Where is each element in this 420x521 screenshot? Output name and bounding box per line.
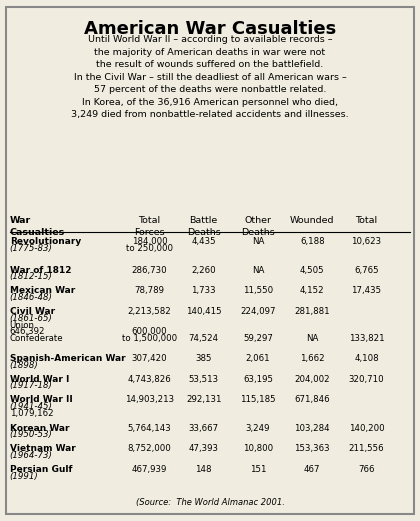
Text: 1,733: 1,733 — [192, 287, 216, 295]
Text: 224,097: 224,097 — [240, 307, 276, 316]
Text: (1898): (1898) — [10, 361, 39, 369]
Text: Civil War: Civil War — [10, 307, 55, 316]
Text: (1941-45): (1941-45) — [10, 402, 52, 411]
Text: Other
Deaths: Other Deaths — [241, 216, 275, 237]
FancyBboxPatch shape — [5, 7, 415, 514]
Text: Battle
Deaths: Battle Deaths — [187, 216, 220, 237]
Text: 115,185: 115,185 — [240, 395, 276, 404]
Text: 5,764,143: 5,764,143 — [128, 424, 171, 433]
Text: (1991): (1991) — [10, 472, 39, 481]
Text: 281,881: 281,881 — [294, 307, 330, 316]
Text: 17,435: 17,435 — [352, 287, 381, 295]
Text: 63,195: 63,195 — [243, 375, 273, 383]
Text: 10,623: 10,623 — [352, 237, 381, 246]
Text: World War II: World War II — [10, 395, 73, 404]
Text: 646,392: 646,392 — [10, 327, 45, 337]
Text: Total
Forces: Total Forces — [134, 216, 165, 237]
Text: NA: NA — [252, 237, 264, 246]
Text: Vietnam War: Vietnam War — [10, 444, 76, 453]
Text: 10,800: 10,800 — [243, 444, 273, 453]
Text: 4,743,826: 4,743,826 — [128, 375, 171, 383]
Text: Persian Gulf: Persian Gulf — [10, 465, 72, 474]
Text: 4,152: 4,152 — [300, 287, 325, 295]
Text: 184,000: 184,000 — [132, 237, 167, 246]
Text: 467: 467 — [304, 465, 320, 474]
Text: (1812-15): (1812-15) — [10, 272, 52, 281]
Text: NA: NA — [306, 334, 318, 343]
Text: Revolutionary: Revolutionary — [10, 237, 81, 246]
Text: (1846-48): (1846-48) — [10, 293, 52, 302]
Text: (1964-73): (1964-73) — [10, 451, 52, 460]
Text: 4,505: 4,505 — [300, 266, 325, 275]
Text: War
Casualties: War Casualties — [10, 216, 65, 237]
Text: 4,108: 4,108 — [354, 354, 379, 363]
Text: 286,730: 286,730 — [132, 266, 167, 275]
Text: (1917-18): (1917-18) — [10, 381, 52, 390]
Text: 59,297: 59,297 — [243, 334, 273, 343]
Text: 14,903,213: 14,903,213 — [125, 395, 174, 404]
Text: (1861-65): (1861-65) — [10, 314, 52, 323]
Text: Spanish-American War: Spanish-American War — [10, 354, 125, 363]
Text: 385: 385 — [195, 354, 212, 363]
Text: 151: 151 — [250, 465, 266, 474]
Text: 140,200: 140,200 — [349, 424, 384, 433]
Text: 47,393: 47,393 — [189, 444, 219, 453]
Text: Wounded: Wounded — [290, 216, 334, 226]
Text: 2,213,582: 2,213,582 — [128, 307, 171, 316]
Text: 307,420: 307,420 — [132, 354, 167, 363]
Text: War of 1812: War of 1812 — [10, 266, 71, 275]
Text: 103,284: 103,284 — [294, 424, 330, 433]
Text: (Source:  The World Almanac 2001.: (Source: The World Almanac 2001. — [136, 498, 284, 506]
Text: 204,002: 204,002 — [294, 375, 330, 383]
Text: 11,550: 11,550 — [243, 287, 273, 295]
Text: 4,435: 4,435 — [192, 237, 216, 246]
Text: Korean War: Korean War — [10, 424, 69, 433]
Text: NA: NA — [252, 266, 264, 275]
Text: 600,000: 600,000 — [132, 327, 167, 337]
Text: 8,752,000: 8,752,000 — [128, 444, 171, 453]
Text: 3,249: 3,249 — [246, 424, 270, 433]
Text: (1775-83): (1775-83) — [10, 244, 52, 253]
Text: 53,513: 53,513 — [189, 375, 219, 383]
Text: 211,556: 211,556 — [349, 444, 384, 453]
Text: to 250,000: to 250,000 — [126, 244, 173, 253]
Text: 766: 766 — [358, 465, 375, 474]
Text: 6,188: 6,188 — [300, 237, 325, 246]
Text: Union: Union — [10, 320, 35, 330]
Text: 320,710: 320,710 — [349, 375, 384, 383]
Text: 1,079,162: 1,079,162 — [10, 408, 53, 418]
Text: (1950-53): (1950-53) — [10, 430, 52, 440]
Text: 133,821: 133,821 — [349, 334, 384, 343]
Text: 78,789: 78,789 — [134, 287, 165, 295]
Text: 140,415: 140,415 — [186, 307, 222, 316]
Text: 33,667: 33,667 — [189, 424, 219, 433]
Text: 467,939: 467,939 — [132, 465, 167, 474]
Text: Until World War II – according to available records –
the majority of American d: Until World War II – according to availa… — [71, 35, 349, 119]
Text: Confederate: Confederate — [10, 334, 63, 343]
Text: Mexican War: Mexican War — [10, 287, 75, 295]
Text: 2,061: 2,061 — [246, 354, 270, 363]
Text: 153,363: 153,363 — [294, 444, 330, 453]
Text: 1,662: 1,662 — [300, 354, 325, 363]
Text: 74,524: 74,524 — [189, 334, 219, 343]
Text: 292,131: 292,131 — [186, 395, 221, 404]
Text: World War I: World War I — [10, 375, 69, 383]
Text: to 1,500,000: to 1,500,000 — [122, 334, 177, 343]
Text: 148: 148 — [195, 465, 212, 474]
Text: 6,765: 6,765 — [354, 266, 379, 275]
Text: 2,260: 2,260 — [192, 266, 216, 275]
Text: Total: Total — [355, 216, 378, 226]
Text: American War Casualties: American War Casualties — [84, 19, 336, 38]
Text: 671,846: 671,846 — [294, 395, 330, 404]
